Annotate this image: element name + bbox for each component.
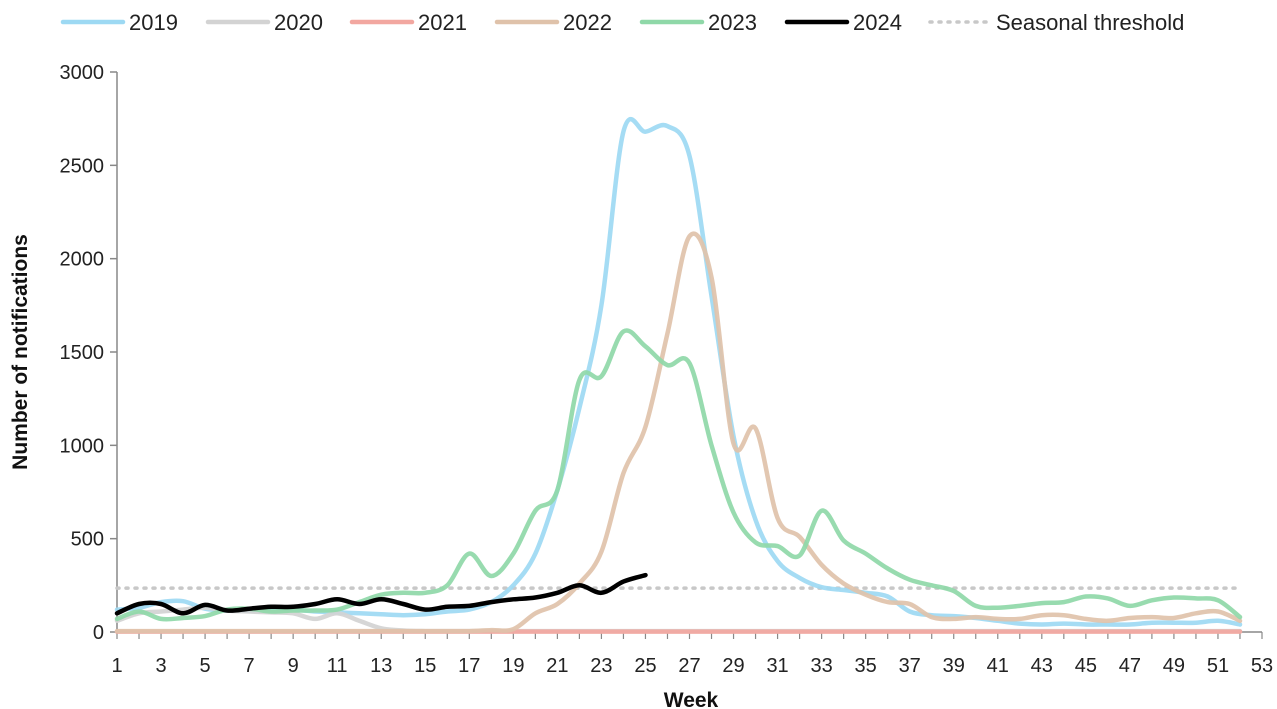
y-axis: 0 500 1000 1500 2000 2500 3000: [60, 62, 118, 644]
x-tick-label: 45: [1075, 655, 1097, 677]
x-tick-label: 51: [1207, 655, 1229, 677]
x-tick-label: 27: [678, 655, 700, 677]
legend-label: Seasonal threshold: [996, 10, 1184, 35]
x-tick-label: 5: [200, 655, 211, 677]
legend-label: 2019: [129, 10, 178, 35]
x-tick-label: 13: [370, 655, 392, 677]
x-tick-label: 25: [634, 655, 656, 677]
y-tick-label: 1000: [60, 435, 105, 457]
series-line-2022: [114, 231, 1243, 634]
legend: 2019 2020 2021 2022 2023 2024 Seasonal thresho…: [60, 10, 1184, 35]
legend-label: 2023: [708, 10, 757, 35]
y-tick-label: 3000: [60, 62, 105, 84]
legend-label: 2020: [274, 10, 323, 35]
x-axis-title: Week: [664, 689, 719, 709]
legend-item-seasonal-threshold: Seasonal threshold: [928, 10, 1184, 35]
x-tick-label: 41: [987, 655, 1009, 677]
legend-item-2023: 2023: [639, 10, 757, 35]
y-tick-label: 500: [71, 529, 104, 551]
legend-label: 2021: [418, 10, 467, 35]
x-tick-label: 39: [943, 655, 965, 677]
series-line-2019: [114, 116, 1243, 627]
x-tick-label: 53: [1251, 655, 1273, 677]
series-line-2024: [114, 572, 648, 616]
x-tick-label: 3: [155, 655, 166, 677]
x-tick-label: 9: [288, 655, 299, 677]
x-tick-label: 21: [546, 655, 568, 677]
legend-item-2020: 2020: [205, 10, 323, 35]
series-line-2023: [114, 328, 1243, 622]
y-axis-title: Number of notifications: [9, 234, 32, 470]
legend-label: 2024: [853, 10, 902, 35]
y-tick-label: 2500: [60, 155, 105, 177]
legend-item-2021: 2021: [349, 10, 467, 35]
x-tick-label: 7: [244, 655, 255, 677]
x-tick-label: 49: [1163, 655, 1185, 677]
x-tick-label: 43: [1031, 655, 1053, 677]
y-tick-label: 2000: [60, 249, 105, 271]
x-tick-label: 19: [502, 655, 524, 677]
legend-item-2022: 2022: [494, 10, 612, 35]
x-axis: 1 3 5 7 9 11 13 15 17 19 21 23 25 27 29 31 33 35 37 39 41 43 4…: [111, 631, 1273, 677]
y-tick-label: 0: [93, 622, 104, 644]
series-layer: [114, 116, 1243, 634]
x-tick-label: 35: [855, 655, 877, 677]
x-tick-label: 33: [810, 655, 832, 677]
legend-label: 2022: [563, 10, 612, 35]
x-tick-label: 23: [590, 655, 612, 677]
x-tick-label: 47: [1119, 655, 1141, 677]
x-tick-label: 37: [899, 655, 921, 677]
x-tick-label: 1: [111, 655, 122, 677]
y-tick-label: 1500: [60, 342, 105, 364]
legend-item-2024: 2024: [784, 10, 902, 35]
x-tick-label: 15: [414, 655, 436, 677]
x-tick-label: 11: [327, 655, 348, 677]
x-tick-label: 17: [458, 655, 480, 677]
legend-item-2019: 2019: [60, 10, 178, 35]
x-tick-label: 29: [722, 655, 744, 677]
x-tick-label: 31: [766, 655, 788, 677]
